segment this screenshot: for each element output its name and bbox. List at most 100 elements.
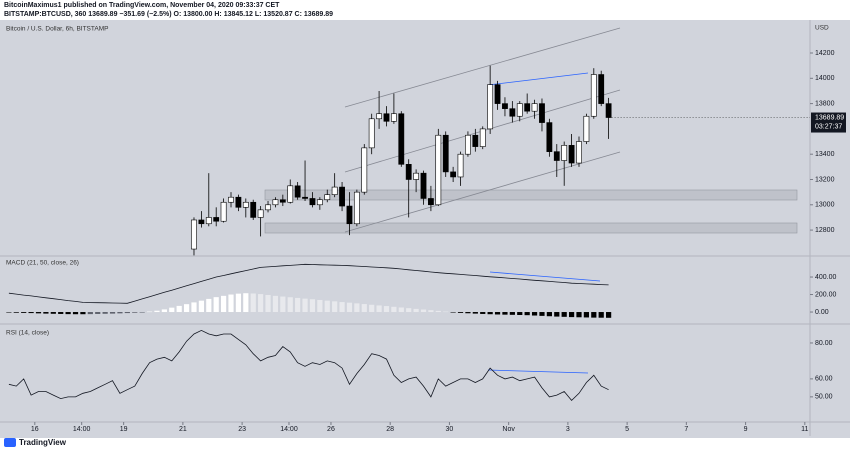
histogram-bar bbox=[191, 302, 197, 313]
candle-body bbox=[220, 201, 227, 222]
candle-body bbox=[442, 134, 449, 173]
candle-body bbox=[516, 103, 523, 117]
candle-body bbox=[561, 145, 568, 161]
logo bbox=[4, 438, 16, 447]
candle-body bbox=[331, 186, 338, 195]
candle-body bbox=[479, 128, 486, 147]
histogram-bar bbox=[80, 312, 86, 315]
y-tick-label: 13400 bbox=[815, 151, 835, 158]
histogram-bar bbox=[561, 312, 567, 317]
histogram-bar bbox=[435, 310, 441, 313]
histogram-bar bbox=[383, 306, 390, 313]
candle-body bbox=[502, 103, 508, 109]
histogram-bar bbox=[228, 294, 234, 313]
histogram-bar bbox=[198, 300, 204, 313]
candle-body bbox=[272, 199, 279, 206]
x-tick-label: 5 bbox=[625, 426, 629, 433]
histogram-bar bbox=[339, 302, 345, 313]
candle-body bbox=[390, 113, 397, 122]
histogram-bar bbox=[243, 293, 249, 313]
histogram-bar bbox=[568, 312, 575, 318]
candle-body bbox=[509, 108, 516, 117]
candle-body bbox=[450, 171, 457, 178]
candle-body bbox=[546, 122, 553, 152]
histogram-bar bbox=[472, 312, 478, 314]
price-label: 13689.89 bbox=[815, 114, 844, 121]
candle-body bbox=[531, 103, 538, 112]
x-tick-label: 14:00 bbox=[73, 426, 91, 433]
x-tick-label: 11 bbox=[801, 426, 808, 433]
candle-body bbox=[316, 199, 323, 206]
x-tick-label: 9 bbox=[744, 426, 748, 433]
candle-body bbox=[242, 201, 249, 208]
histogram-bar bbox=[376, 305, 382, 313]
histogram-bar bbox=[406, 308, 412, 313]
candle-body bbox=[465, 134, 471, 155]
candle-body bbox=[346, 205, 353, 225]
countdown: 03:27:37 bbox=[815, 123, 842, 130]
histogram-bar bbox=[391, 306, 397, 313]
candle-body bbox=[435, 134, 442, 206]
histogram-bar bbox=[87, 312, 93, 315]
candle-body bbox=[553, 151, 560, 161]
histogram-bar bbox=[480, 312, 486, 314]
candle-body bbox=[302, 196, 308, 199]
candle-body bbox=[583, 115, 590, 142]
x-tick-label: 28 bbox=[386, 426, 394, 433]
x-tick-label: 3 bbox=[566, 426, 570, 433]
histogram-bar bbox=[598, 312, 604, 318]
x-tick-label: Nov bbox=[502, 426, 515, 433]
x-tick-label: 19 bbox=[120, 426, 128, 433]
candle-body bbox=[568, 145, 575, 164]
histogram-bar bbox=[606, 312, 612, 318]
histogram-bar bbox=[487, 312, 493, 315]
histogram-bar bbox=[576, 312, 582, 318]
marks: 14200 14000 13800 13400 13200 13000 12800 400.0… bbox=[6, 50, 846, 433]
histogram-bar bbox=[539, 312, 545, 316]
histogram-bar bbox=[265, 294, 271, 313]
candle-body bbox=[353, 191, 360, 225]
main-legend: Bitcoin / U.S. Dollar, 6h, BITSTAMP bbox=[6, 26, 108, 33]
histogram-bar bbox=[183, 304, 190, 313]
channel-line bbox=[344, 151, 621, 233]
histogram-bar bbox=[50, 312, 56, 314]
candle-body bbox=[294, 185, 301, 198]
histogram-bar bbox=[72, 312, 79, 315]
candle-body bbox=[398, 113, 405, 165]
histogram-bar bbox=[43, 312, 49, 314]
divergence-line bbox=[489, 271, 601, 282]
candle-body bbox=[472, 134, 479, 147]
candle-body bbox=[420, 172, 427, 199]
histogram-bar bbox=[213, 297, 219, 313]
histogram-bar bbox=[346, 302, 353, 313]
y-tick-label: 14000 bbox=[815, 75, 835, 82]
macd-line bbox=[8, 263, 609, 304]
histogram-bar bbox=[450, 312, 456, 313]
channel-line bbox=[344, 27, 621, 108]
histogram-bar bbox=[324, 300, 330, 313]
histogram-bar bbox=[124, 312, 130, 314]
candle-body bbox=[413, 172, 420, 180]
candle-body bbox=[228, 196, 234, 203]
histogram-bar bbox=[169, 307, 175, 313]
histogram-bar bbox=[494, 312, 501, 315]
price-label-bg bbox=[811, 112, 846, 133]
histogram-bar bbox=[420, 309, 427, 313]
candle-body bbox=[598, 74, 605, 104]
histogram-bar bbox=[465, 312, 471, 314]
publisher: BitcoinMaximus1 published on TradingView… bbox=[4, 2, 280, 9]
histogram-bar bbox=[206, 298, 212, 313]
candle-body bbox=[198, 219, 205, 225]
candle-body bbox=[191, 219, 197, 250]
histogram-bar bbox=[369, 304, 375, 313]
histogram-bar bbox=[250, 293, 256, 313]
candle-body bbox=[287, 185, 294, 203]
footer: TradingView bbox=[19, 438, 67, 447]
histogram-bar bbox=[309, 299, 316, 313]
histogram-bar bbox=[361, 304, 367, 313]
histogram-bar bbox=[102, 312, 108, 314]
candle-body bbox=[265, 204, 271, 211]
candle-body bbox=[250, 201, 257, 218]
histogram-bar bbox=[443, 311, 449, 313]
divergence-line bbox=[487, 369, 589, 374]
